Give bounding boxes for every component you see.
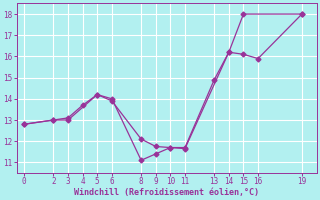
X-axis label: Windchill (Refroidissement éolien,°C): Windchill (Refroidissement éolien,°C) [74,188,259,197]
